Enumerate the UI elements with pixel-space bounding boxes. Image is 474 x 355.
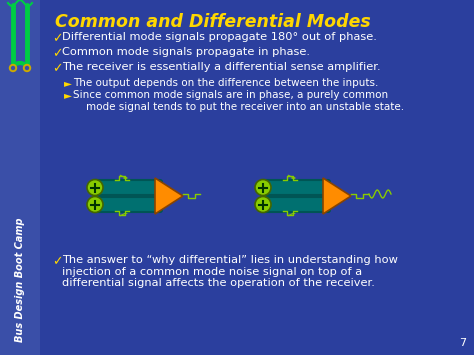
Text: ✓: ✓ [52,47,63,60]
Text: The output depends on the difference between the inputs.: The output depends on the difference bet… [73,78,378,88]
Text: Common and Differential Modes: Common and Differential Modes [55,13,371,31]
Text: Differential mode signals propagate 180° out of phase.: Differential mode signals propagate 180°… [62,32,377,42]
Text: Since common mode signals are in phase, a purely common
    mode signal tends to: Since common mode signals are in phase, … [73,90,404,111]
Text: Bus Design Boot Camp: Bus Design Boot Camp [15,218,25,342]
Text: ►: ► [64,90,72,100]
Circle shape [9,65,17,71]
Text: ✓: ✓ [52,62,63,75]
FancyBboxPatch shape [261,180,330,195]
FancyBboxPatch shape [261,197,330,212]
Text: 7: 7 [459,338,466,348]
FancyBboxPatch shape [93,180,162,195]
Text: The answer to “why differential” lies in understanding how
injection of a common: The answer to “why differential” lies in… [62,255,398,288]
Text: Common mode signals propagate in phase.: Common mode signals propagate in phase. [62,47,310,57]
Text: ►: ► [64,78,72,88]
Polygon shape [323,178,351,214]
Text: The receiver is essentially a differential sense amplifier.: The receiver is essentially a differenti… [62,62,381,72]
Polygon shape [155,178,183,214]
Text: ✓: ✓ [52,255,63,268]
Circle shape [255,197,271,213]
Circle shape [11,66,15,70]
Circle shape [24,65,30,71]
Circle shape [87,180,103,196]
FancyBboxPatch shape [93,197,162,212]
FancyBboxPatch shape [0,0,40,355]
Text: ✓: ✓ [52,32,63,45]
Circle shape [26,66,28,70]
Circle shape [255,180,271,196]
Circle shape [87,197,103,213]
